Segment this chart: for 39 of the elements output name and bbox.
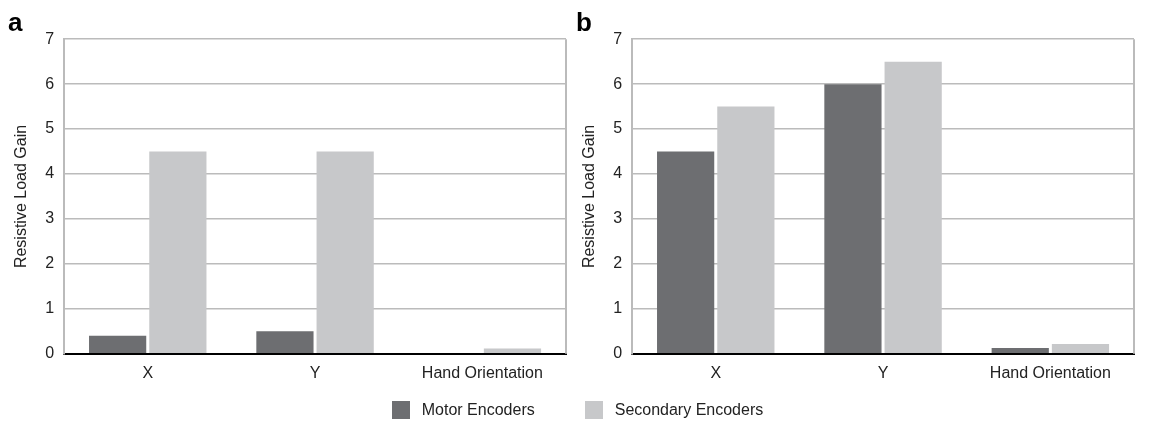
y-axis-title: Resistive Load Gain <box>580 124 598 269</box>
bar <box>991 347 1049 354</box>
y-tick-label: 3 <box>45 209 55 227</box>
x-tick-label: Y <box>309 363 321 381</box>
y-tick-label: 5 <box>613 119 623 137</box>
legend-label: Motor Encoders <box>421 401 535 419</box>
x-tick-label: Hand Orientation <box>989 363 1111 381</box>
x-tick-label: X <box>710 363 722 381</box>
bar <box>483 348 542 354</box>
bar <box>256 331 314 354</box>
y-tick-label: 0 <box>613 344 623 362</box>
bar <box>657 151 715 354</box>
x-tick-label: X <box>142 363 154 381</box>
y-axis-title: Resistive Load Gain <box>12 124 30 269</box>
x-tick-label: Hand Orientation <box>421 363 543 381</box>
chart-title: a <box>8 6 23 37</box>
chart-title: b <box>576 6 592 37</box>
bar <box>89 335 147 354</box>
y-tick-label: 7 <box>45 29 55 47</box>
y-tick-label: 2 <box>613 254 623 272</box>
bar <box>149 151 207 354</box>
y-tick-label: 6 <box>613 74 623 92</box>
y-tick-label: 2 <box>45 254 55 272</box>
bar <box>824 84 882 354</box>
bar <box>884 61 942 354</box>
y-tick-label: 1 <box>613 299 623 317</box>
bar <box>1051 343 1110 354</box>
x-tick-label: Y <box>877 363 889 381</box>
y-tick-label: 7 <box>613 29 623 47</box>
y-tick-label: 1 <box>45 299 55 317</box>
bar <box>717 106 775 354</box>
y-tick-label: 4 <box>613 164 623 182</box>
y-tick-label: 6 <box>45 74 55 92</box>
y-tick-label: 5 <box>45 119 55 137</box>
y-tick-label: 4 <box>45 164 55 182</box>
y-tick-label: 3 <box>613 209 623 227</box>
y-tick-label: 0 <box>45 344 55 362</box>
legend-label: Secondary Encoders <box>614 401 764 419</box>
bar <box>316 151 374 354</box>
